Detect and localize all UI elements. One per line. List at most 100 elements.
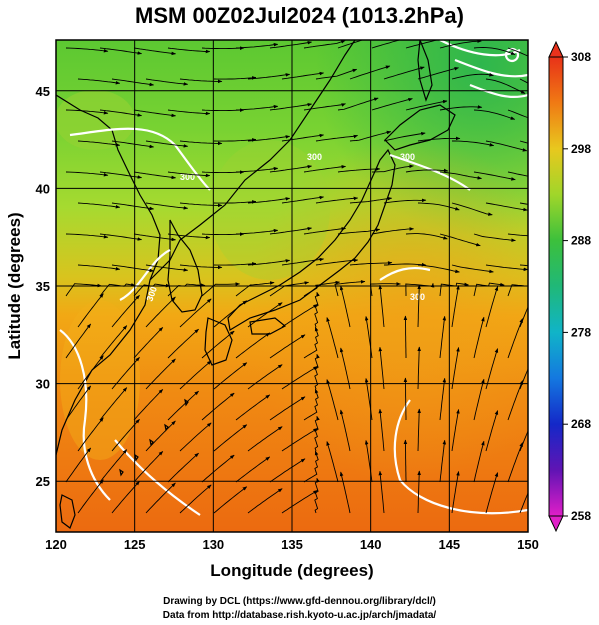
streamline bbox=[303, 326, 319, 359]
streamline bbox=[145, 202, 189, 210]
streamline bbox=[145, 140, 189, 148]
streamline bbox=[269, 334, 306, 359]
colorbar-tick-label: 258 bbox=[571, 509, 591, 523]
streamline bbox=[303, 165, 347, 173]
streamline bbox=[167, 390, 199, 421]
streamline bbox=[235, 456, 271, 483]
streamline bbox=[269, 281, 310, 297]
streamline bbox=[451, 202, 493, 216]
streamline bbox=[145, 296, 176, 328]
streamline bbox=[383, 66, 425, 80]
streamline bbox=[167, 109, 211, 116]
y-tick-label: 35 bbox=[36, 279, 50, 294]
streamline bbox=[269, 226, 313, 235]
streamline bbox=[65, 233, 109, 239]
streamline bbox=[281, 490, 318, 514]
colorbar-tick-label: 298 bbox=[571, 142, 591, 156]
streamline bbox=[451, 285, 460, 328]
streamline bbox=[235, 104, 279, 111]
streamline bbox=[451, 264, 494, 274]
streamline bbox=[339, 471, 351, 514]
streamline bbox=[303, 227, 347, 235]
plot-frame bbox=[55, 39, 529, 533]
grid-lines bbox=[56, 40, 528, 532]
streamline bbox=[179, 78, 223, 84]
colorbar-gradient bbox=[548, 56, 564, 517]
streamline bbox=[405, 99, 448, 111]
streamline bbox=[179, 140, 223, 146]
colorbar-tick-label: 268 bbox=[571, 417, 591, 431]
streamline bbox=[383, 132, 426, 142]
streamline bbox=[179, 202, 223, 208]
streamline bbox=[315, 68, 358, 80]
isotherm-contours bbox=[59, 40, 528, 516]
x-axis-label: Longitude (degrees) bbox=[210, 561, 373, 580]
streamline bbox=[339, 347, 351, 390]
streamline bbox=[281, 71, 325, 80]
streamline bbox=[339, 285, 351, 328]
streamline bbox=[201, 454, 235, 483]
streamline bbox=[451, 72, 494, 80]
contour-label: 300 bbox=[144, 285, 159, 303]
streamline bbox=[384, 262, 427, 267]
streamline bbox=[77, 264, 121, 271]
streamline bbox=[77, 140, 121, 147]
streamline bbox=[167, 452, 199, 483]
streamline bbox=[133, 389, 164, 421]
streamline bbox=[269, 396, 306, 421]
y-tick-label: 40 bbox=[36, 181, 50, 196]
streamline bbox=[485, 140, 528, 152]
streamline bbox=[378, 346, 385, 390]
streamline bbox=[213, 362, 248, 390]
streamline bbox=[247, 259, 291, 266]
y-tick-labels: 25 30 35 40 45 bbox=[36, 84, 50, 489]
streamline bbox=[269, 40, 313, 49]
streamline bbox=[99, 282, 136, 297]
colorbar: 258 268 278 288 298 308 bbox=[548, 40, 591, 533]
streamline bbox=[77, 293, 104, 328]
contour-label: 300 bbox=[307, 152, 322, 162]
streamline bbox=[507, 380, 523, 421]
streamline bbox=[77, 479, 104, 514]
streamline bbox=[371, 227, 415, 235]
streamline bbox=[247, 302, 283, 328]
streamline bbox=[133, 327, 164, 359]
x-tick-label: 130 bbox=[202, 537, 224, 552]
streamline bbox=[235, 281, 275, 297]
streamline bbox=[179, 360, 212, 390]
streamline bbox=[281, 366, 318, 390]
streamline bbox=[247, 488, 283, 514]
y-tick-label: 45 bbox=[36, 84, 50, 99]
streamline bbox=[314, 415, 320, 452]
streamline bbox=[507, 233, 528, 237]
streamline bbox=[417, 284, 421, 328]
streamline bbox=[485, 348, 499, 390]
streamline bbox=[65, 283, 102, 297]
streamline bbox=[213, 76, 257, 80]
streamline bbox=[167, 233, 211, 240]
streamline bbox=[167, 47, 211, 54]
credit-drawing: Drawing by DCL (https://www.gfd-dennou.o… bbox=[163, 596, 436, 607]
streamline bbox=[417, 470, 421, 514]
streamline bbox=[378, 408, 385, 452]
streamline bbox=[281, 304, 318, 328]
x-tick-label: 150 bbox=[517, 537, 539, 552]
y-axis-label: Latitude (degrees) bbox=[5, 212, 24, 359]
streamline bbox=[378, 470, 385, 514]
colorbar-min-arrow bbox=[548, 515, 564, 533]
x-tick-label: 145 bbox=[438, 537, 460, 552]
streamline bbox=[145, 420, 176, 452]
colorbar-tick-label: 278 bbox=[571, 325, 591, 339]
streamline bbox=[349, 65, 391, 80]
contour-label: 300 bbox=[410, 292, 425, 302]
streamline bbox=[314, 477, 320, 514]
credit-data: Data from http://database.rish.kyoto-u.a… bbox=[162, 610, 437, 621]
streamline bbox=[439, 282, 469, 297]
streamline bbox=[235, 394, 271, 421]
streamline bbox=[473, 47, 516, 56]
streamline bbox=[111, 202, 155, 211]
colorbar-max-arrow bbox=[548, 40, 564, 58]
streamline bbox=[473, 171, 516, 181]
streamline bbox=[133, 47, 177, 56]
